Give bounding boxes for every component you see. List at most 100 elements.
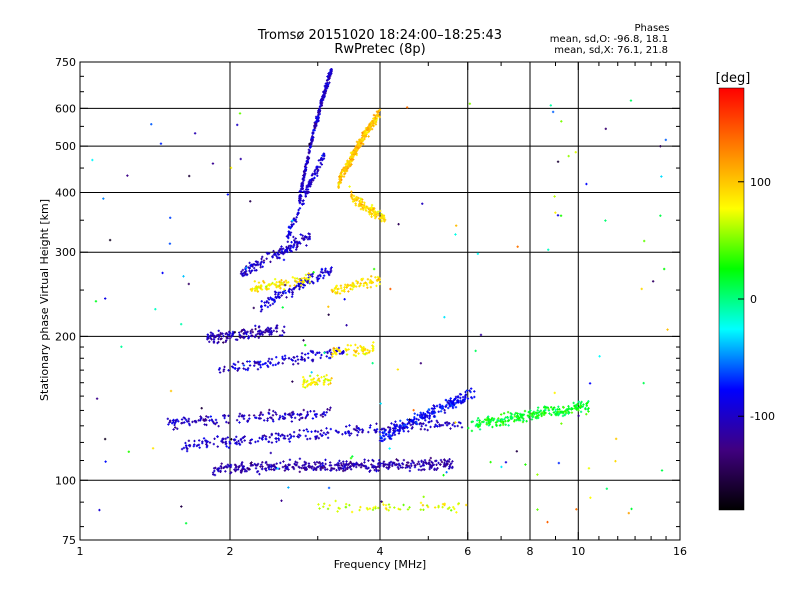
data-point — [294, 463, 298, 467]
data-point — [547, 409, 551, 412]
data-point — [453, 507, 456, 511]
data-point — [314, 120, 318, 124]
data-point — [236, 123, 239, 127]
data-point — [280, 281, 284, 285]
data-point — [374, 466, 377, 469]
data-point — [313, 468, 317, 471]
data-point — [367, 459, 370, 462]
data-point — [345, 169, 348, 172]
data-point — [334, 286, 337, 289]
data-point — [278, 249, 281, 253]
data-point — [325, 79, 329, 82]
data-point — [382, 465, 385, 468]
data-point — [366, 348, 369, 352]
data-point — [308, 144, 311, 147]
data-point — [369, 424, 372, 427]
data-point — [319, 101, 323, 105]
data-point — [322, 153, 325, 157]
data-point — [243, 336, 246, 339]
data-point — [321, 434, 324, 437]
data-point — [262, 259, 266, 262]
data-point — [265, 301, 268, 304]
data-point — [175, 418, 179, 421]
data-point — [309, 465, 312, 468]
data-point — [369, 278, 372, 282]
data-point — [341, 433, 344, 436]
data-point — [275, 296, 278, 300]
data-point — [438, 403, 442, 406]
data-point — [321, 461, 324, 465]
data-point — [320, 98, 324, 101]
data-point — [413, 465, 417, 469]
data-point — [187, 422, 191, 425]
data-point — [296, 362, 300, 365]
data-point — [303, 190, 307, 193]
data-point — [212, 338, 216, 341]
data-point — [441, 502, 445, 506]
x-tick-label: 4 — [377, 545, 384, 558]
data-point — [429, 464, 432, 468]
data-point — [255, 288, 259, 291]
data-point — [440, 404, 444, 408]
data-point — [372, 466, 375, 469]
data-point — [310, 467, 313, 470]
data-point — [341, 464, 344, 468]
data-point — [259, 411, 263, 414]
data-point — [443, 461, 446, 465]
data-point — [435, 419, 438, 423]
data-point — [359, 200, 363, 204]
data-point — [256, 462, 260, 466]
data-point — [239, 157, 242, 161]
data-point — [287, 289, 290, 293]
data-point — [374, 276, 377, 279]
data-point — [496, 418, 499, 422]
data-point — [274, 283, 277, 286]
data-point — [244, 468, 247, 472]
data-point — [329, 348, 332, 352]
data-point — [272, 249, 275, 253]
data-point — [352, 149, 356, 152]
data-point — [362, 206, 366, 209]
data-point — [359, 282, 362, 285]
data-point — [374, 431, 377, 434]
data-point — [367, 430, 370, 434]
data-point — [342, 166, 346, 170]
data-point — [413, 415, 416, 419]
data-point — [151, 447, 155, 450]
data-point — [418, 462, 421, 466]
data-point — [331, 355, 334, 358]
data-point — [224, 332, 227, 336]
y-tick-label: 400 — [55, 186, 76, 199]
data-point — [364, 126, 368, 130]
data-point — [660, 175, 663, 178]
data-point — [546, 406, 549, 409]
data-point — [211, 162, 215, 165]
data-point — [281, 291, 284, 294]
data-point — [445, 471, 448, 474]
data-point — [427, 462, 430, 465]
data-point — [261, 255, 264, 259]
data-point — [341, 352, 344, 355]
data-point — [391, 464, 394, 468]
data-point — [346, 343, 350, 347]
data-point — [605, 487, 609, 490]
data-point — [259, 284, 262, 288]
data-point — [538, 410, 541, 414]
data-point — [288, 458, 292, 461]
data-point — [413, 417, 416, 421]
data-point — [281, 433, 284, 437]
data-point — [321, 271, 324, 274]
data-point — [293, 239, 296, 242]
data-point — [383, 463, 387, 467]
data-point — [309, 146, 312, 149]
data-point — [403, 426, 406, 430]
data-point — [296, 358, 300, 361]
data-point — [302, 385, 305, 388]
data-point — [347, 161, 350, 164]
data-point — [416, 413, 419, 417]
data-point — [267, 298, 271, 301]
data-point — [277, 291, 280, 295]
data-point — [290, 288, 294, 292]
data-point — [328, 464, 332, 467]
data-point — [308, 179, 312, 182]
